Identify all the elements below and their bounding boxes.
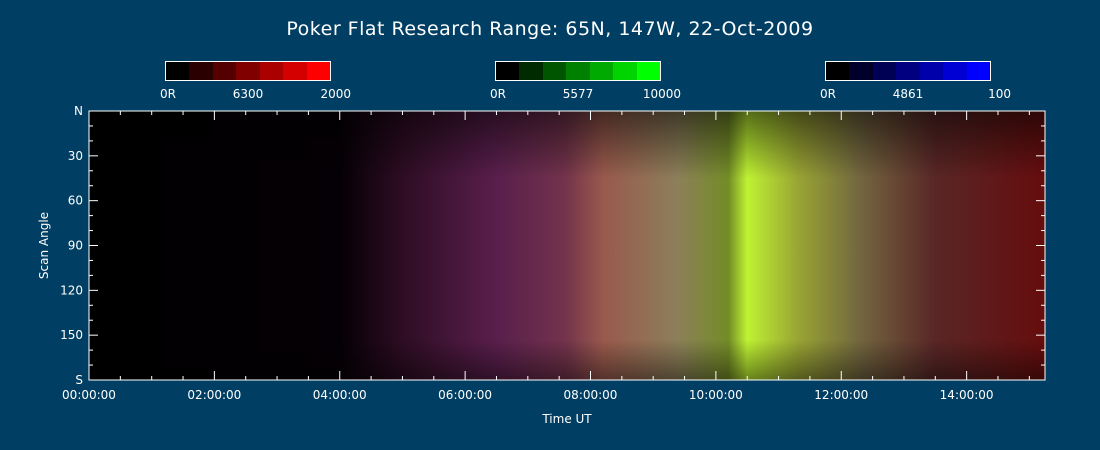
y-tick-label: 150 <box>60 328 83 342</box>
colorbar-swatch <box>189 62 213 80</box>
colorbar-swatch <box>919 62 944 80</box>
colorbar-4861-min-label: 0R <box>820 87 836 101</box>
heatmap-edge-shading <box>89 111 1045 380</box>
x-tick-label: 14:00:00 <box>940 388 994 402</box>
colorbar-5577: 0R 5577 10000 <box>490 61 681 101</box>
colorbar-swatch <box>849 62 873 80</box>
colorbar-swatch <box>872 62 897 80</box>
y-tick-label: N <box>74 104 83 118</box>
x-tick-label: 10:00:00 <box>689 388 743 402</box>
colorbar-swatch <box>496 62 520 80</box>
colorbar-6300-max-label: 2000 <box>320 87 351 101</box>
colorbar-5577-channel-label: 5577 <box>562 87 594 101</box>
colorbar-6300-swatches <box>165 61 331 81</box>
colorbar-swatch <box>542 62 567 80</box>
page-title: Poker Flat Research Range: 65N, 147W, 22… <box>286 18 814 40</box>
y-tick-label: 120 <box>60 283 83 297</box>
colorbar-5577-swatches <box>495 61 661 81</box>
colorbar-swatch <box>236 62 260 80</box>
colorbar-swatch <box>636 62 660 80</box>
y-axis-label: Scan Angle <box>37 212 51 279</box>
x-tick-label: 06:00:00 <box>438 388 492 402</box>
x-axis-label: Time UT <box>541 412 592 426</box>
y-tick-label: 60 <box>68 194 83 208</box>
colorbar-swatch <box>613 62 637 80</box>
colorbar-6300-min-label: 0R <box>160 87 176 101</box>
colorbar-swatch <box>259 62 284 80</box>
colorbar-swatch <box>306 62 330 80</box>
x-tick-label: 00:00:00 <box>62 388 116 402</box>
colorbar-6300: 0R 6300 2000 <box>160 61 351 101</box>
colorbar-5577-max-label: 10000 <box>642 87 681 101</box>
colorbar-swatch <box>166 62 190 80</box>
colorbar-4861-swatches <box>825 61 991 81</box>
colorbar-swatch <box>943 62 967 80</box>
x-tick-label: 04:00:00 <box>313 388 367 402</box>
colorbar-swatch <box>826 62 850 80</box>
x-tick-label: 12:00:00 <box>814 388 868 402</box>
y-tick-label: 90 <box>68 239 83 253</box>
colorbar-swatch <box>896 62 920 80</box>
colorbar-4861-max-label: 100 <box>988 87 1011 101</box>
colorbar-swatch <box>283 62 307 80</box>
y-tick-label: S <box>75 373 83 387</box>
colorbar-4861-channel-label: 4861 <box>892 87 924 101</box>
x-tick-label: 08:00:00 <box>564 388 618 402</box>
colorbar-swatch <box>519 62 543 80</box>
colorbar-4861: 0R 4861 100 <box>820 61 1011 101</box>
colorbar-swatch <box>966 62 990 80</box>
colorbar-swatch <box>212 62 237 80</box>
colorbar-swatch <box>589 62 614 80</box>
colorbar-swatch <box>566 62 590 80</box>
x-tick-label: 02:00:00 <box>187 388 241 402</box>
colorbar-5577-min-label: 0R <box>490 87 506 101</box>
colorbar-6300-channel-label: 6300 <box>232 87 264 101</box>
y-tick-label: 30 <box>68 149 83 163</box>
